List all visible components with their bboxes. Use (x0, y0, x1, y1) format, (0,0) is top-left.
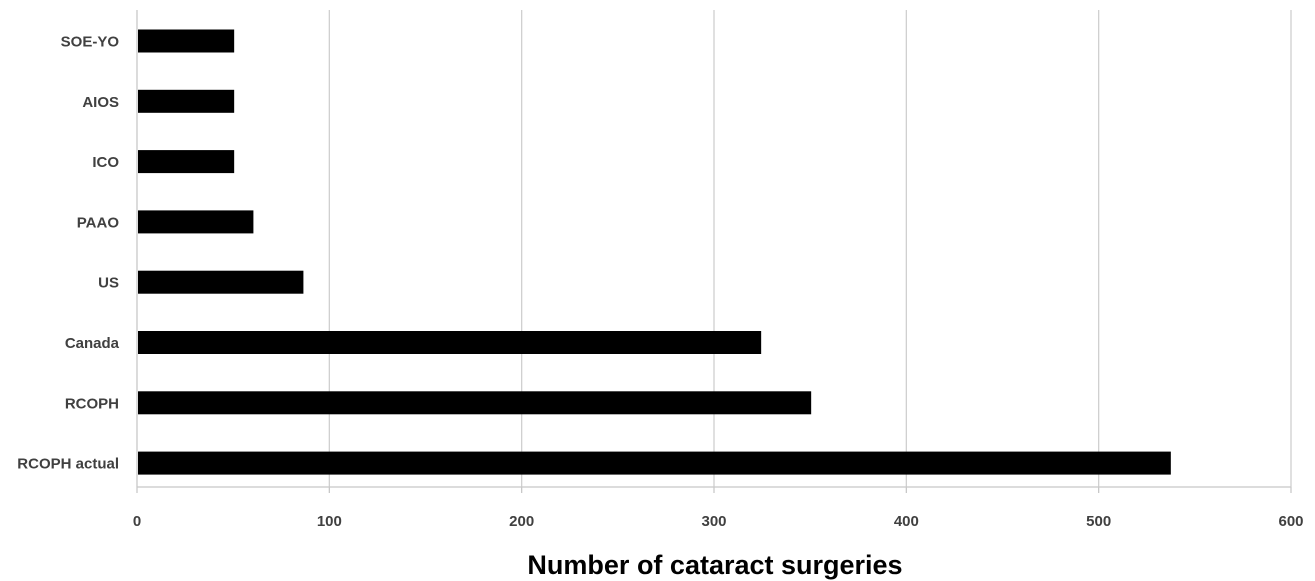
bar (138, 331, 762, 354)
category-label: PAAO (77, 214, 120, 231)
x-tick-label: 300 (701, 513, 726, 530)
bar (138, 451, 1171, 475)
x-axis-title: Number of cataract surgeries (527, 550, 902, 580)
category-labels: SOE-YO AIOS ICO PAAO US Canada RCOPH RCOPH actu… (17, 34, 119, 473)
x-tick-label: 200 (509, 513, 534, 530)
x-tick-label: 500 (1086, 513, 1111, 530)
category-label: US (98, 275, 119, 292)
category-label: Canada (65, 335, 120, 352)
category-label: RCOPH actual (17, 456, 119, 473)
bar (138, 210, 254, 234)
bar (138, 391, 812, 415)
x-tick-label: 400 (894, 513, 919, 530)
bar (138, 29, 235, 53)
category-label: RCOPH (65, 395, 119, 412)
bar (138, 89, 235, 113)
x-tick-label: 100 (317, 513, 342, 530)
category-label: AIOS (82, 94, 119, 111)
bar (138, 150, 235, 174)
bars (138, 29, 1171, 475)
category-label: SOE-YO (61, 34, 120, 51)
x-axis (136, 10, 1292, 493)
x-tick-labels: 0 100 200 300 400 500 600 (133, 513, 1304, 530)
x-tick-label: 600 (1278, 513, 1303, 530)
x-tick-label: 0 (133, 513, 141, 530)
category-label: ICO (92, 154, 119, 171)
bar (138, 270, 304, 294)
gridlines (328, 10, 1292, 487)
